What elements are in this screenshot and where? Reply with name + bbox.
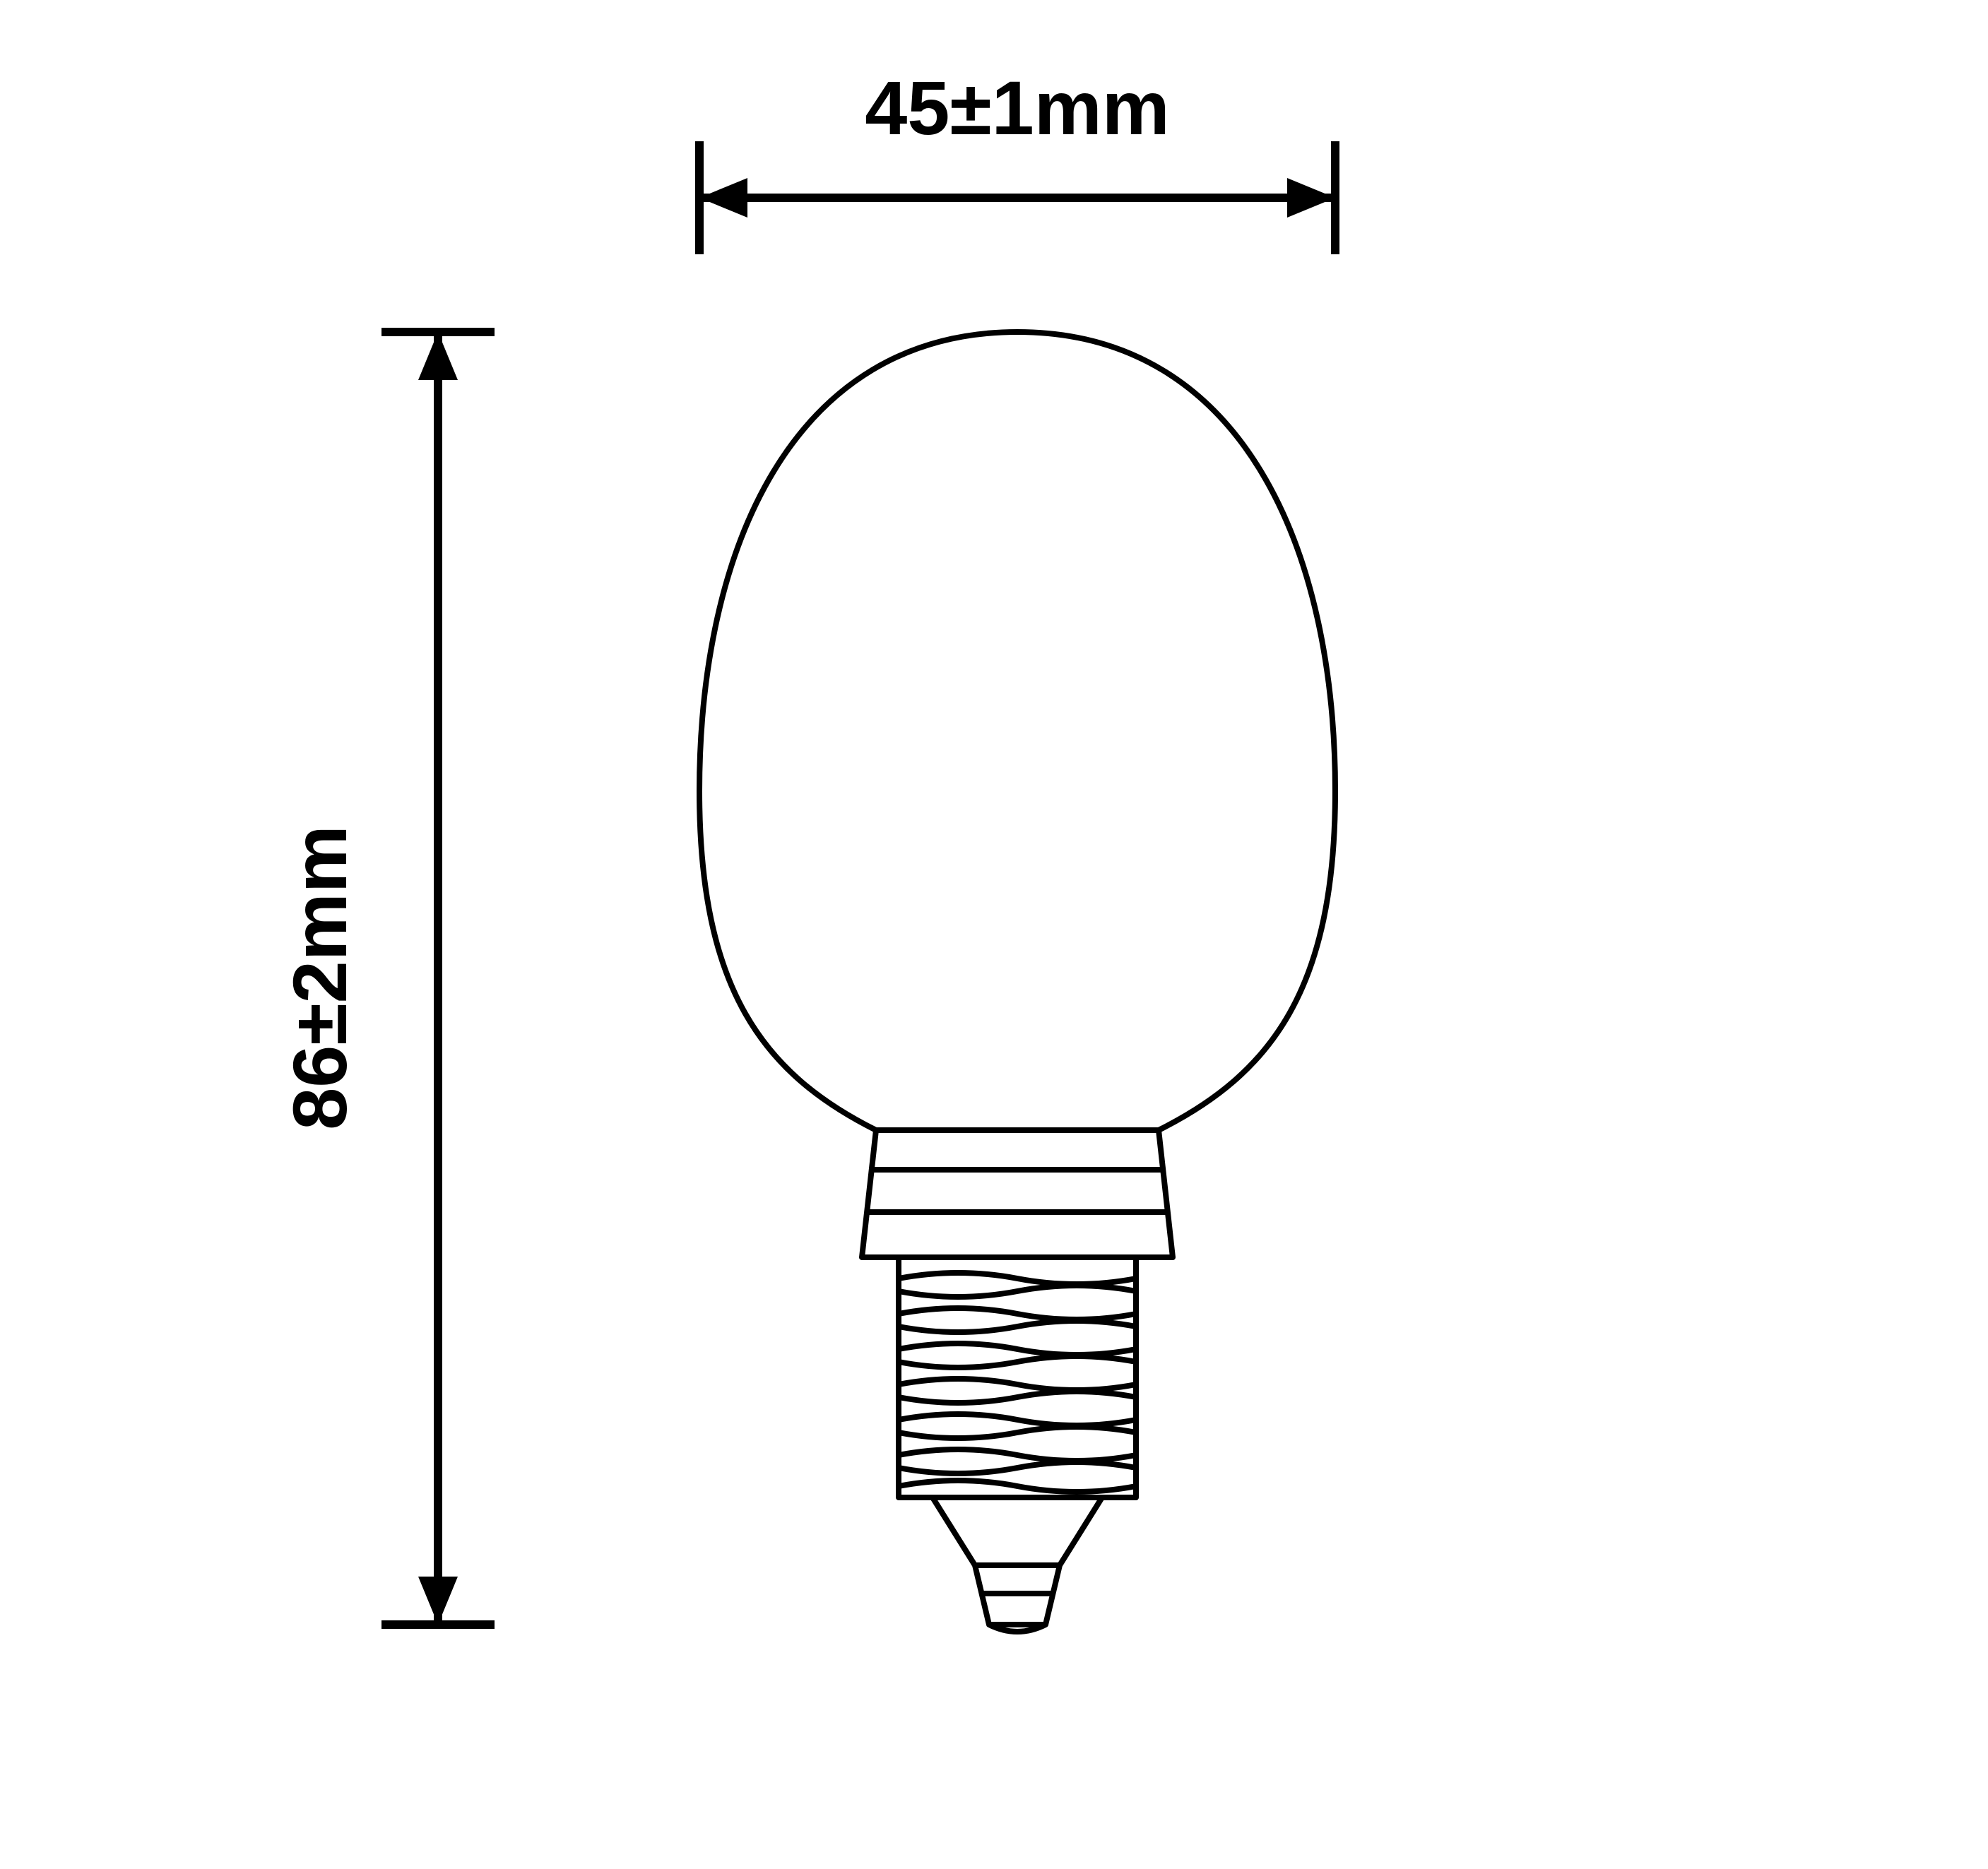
width-dim-arrow-left [699,178,747,218]
bulb-contact-tip [933,1497,1102,1632]
bulb-glass [699,332,1335,1130]
width-dimension-label: 45±1mm [865,65,1170,150]
height-dimension-label: 86±2mm [277,825,362,1130]
height-dimension: 86±2mm [277,332,495,1625]
bulb-outline [699,332,1335,1632]
width-dim-arrow-right [1287,178,1335,218]
bulb-collar [862,1130,1173,1257]
bulb-screw-threads [899,1273,1136,1492]
bulb-technical-drawing: 45±1mm 86±2mm [0,0,1988,1869]
height-dim-arrow-bottom [418,1577,458,1625]
height-dim-arrow-top [418,332,458,380]
width-dimension: 45±1mm [699,65,1335,254]
